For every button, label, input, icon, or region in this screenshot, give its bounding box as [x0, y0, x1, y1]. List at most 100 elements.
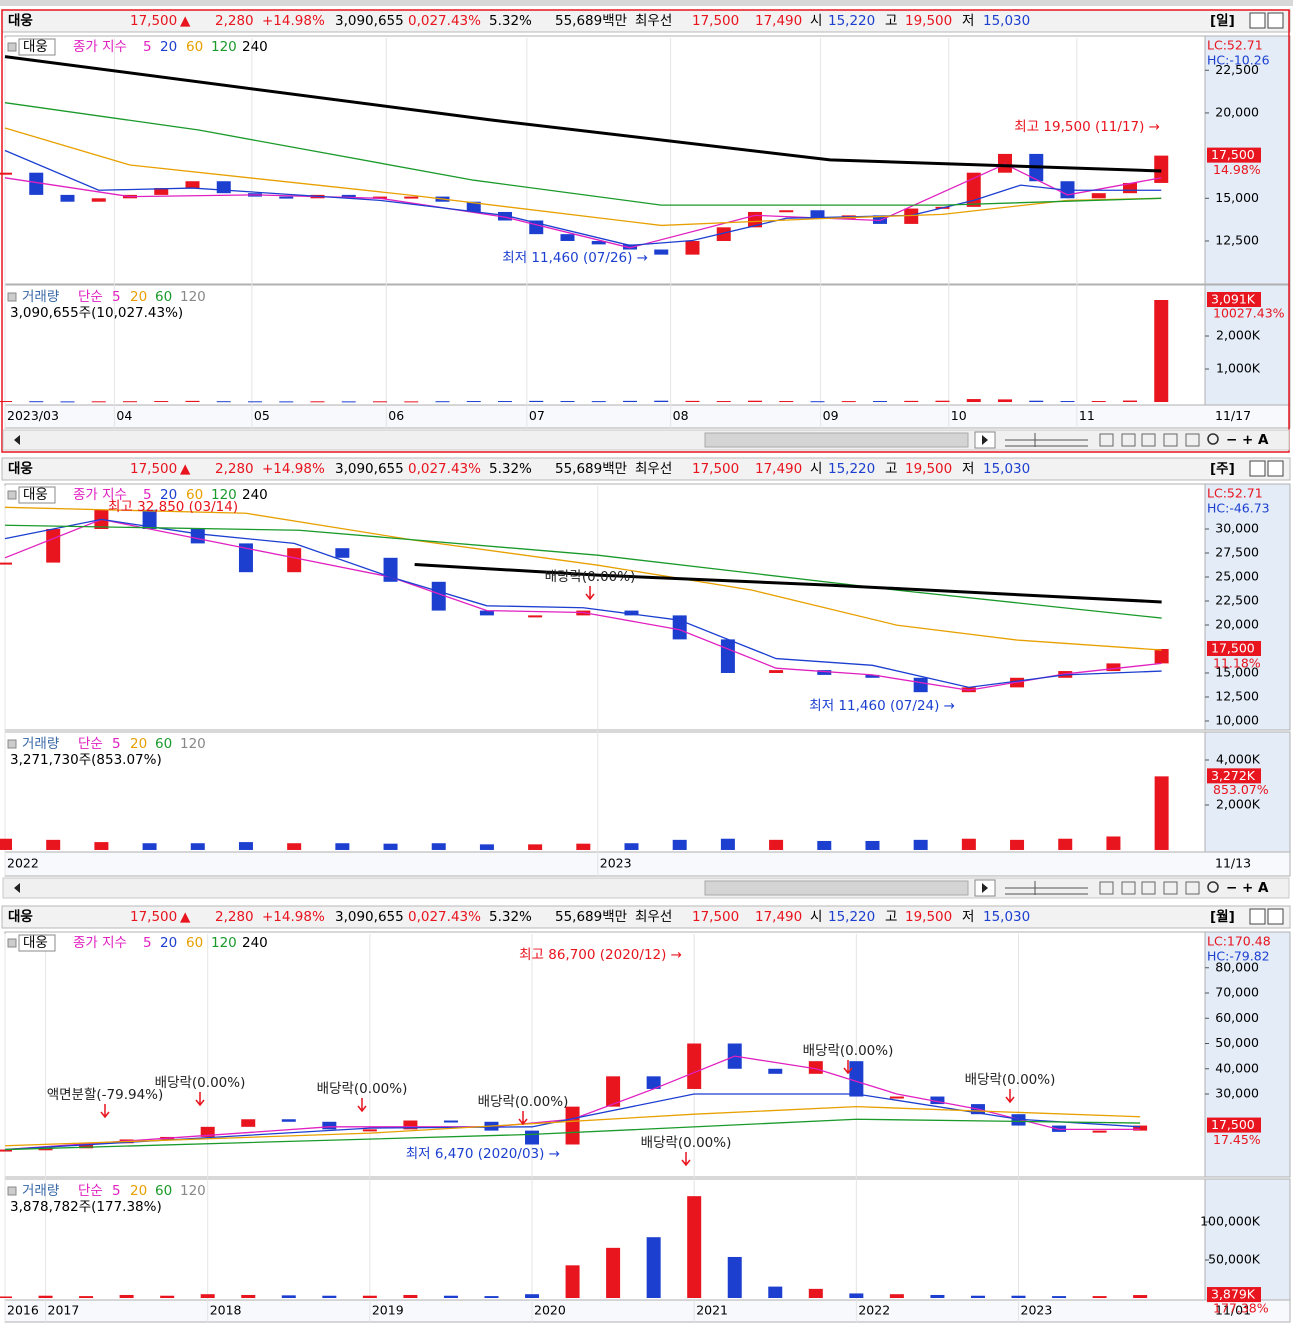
annotation: 배당락(0.00%): [641, 1135, 732, 1151]
annotation: 배당락(0.00%): [478, 1094, 569, 1110]
panel-border: [1, 9, 1290, 453]
annotation-arrow: [518, 1111, 528, 1126]
candle: [769, 670, 784, 673]
candle: [238, 543, 253, 573]
x-tick-label: 04: [116, 408, 132, 423]
legend-item: 60: [186, 487, 203, 503]
legend-name: 대웅: [23, 935, 48, 951]
y-tick-label: 22,500: [1215, 62, 1259, 77]
volume-legend-item: 120: [180, 289, 206, 305]
candle: [716, 227, 731, 241]
legend-item: 60: [186, 935, 203, 951]
volume-bar: [279, 401, 294, 403]
candle: [687, 1043, 702, 1089]
candle: [720, 639, 735, 673]
x-tick-label: 2023/03: [7, 408, 59, 423]
volume-bar: [970, 1295, 985, 1299]
volume-legend-item: 단순: [78, 736, 103, 752]
volume-bar: [373, 401, 387, 403]
y-tick-label: 2,000K: [1216, 796, 1261, 811]
range-slider[interactable]: [1005, 881, 1088, 895]
panel-header: [1, 457, 1291, 481]
close-button[interactable]: [1267, 460, 1284, 477]
tool-icon[interactable]: [1163, 433, 1178, 447]
zoom-icon[interactable]: [1207, 881, 1219, 893]
legend-item: 20: [160, 935, 177, 951]
candle: [241, 1119, 256, 1127]
minimize-button[interactable]: [1249, 908, 1266, 925]
header-name: 대웅: [8, 13, 33, 29]
candle: [591, 240, 606, 245]
volume-bar: [769, 839, 784, 850]
candle: [79, 1143, 94, 1149]
candle: [322, 1121, 337, 1130]
last-volume: 3,091K: [1211, 292, 1256, 307]
annotation: 최고 86,700 (2020/12) →: [519, 947, 682, 963]
tool-icon[interactable]: [1185, 433, 1200, 447]
scroll-left[interactable]: [14, 435, 20, 445]
candle: [443, 1120, 458, 1123]
minimize-button[interactable]: [1249, 12, 1266, 29]
header-low_label: 저: [962, 461, 974, 477]
volume-bar: [431, 843, 446, 850]
ma-line: [4, 1055, 1141, 1151]
tool-icon[interactable]: [1121, 881, 1136, 895]
close-button[interactable]: [1267, 12, 1284, 29]
tool-icon[interactable]: [1121, 433, 1136, 447]
candle: [216, 181, 231, 194]
tool-icon[interactable]: [1099, 433, 1114, 447]
volume-bar: [0, 401, 12, 403]
volume-bar: [716, 401, 731, 403]
volume-bar: [1011, 1295, 1026, 1299]
volume-legend-item: 20: [130, 736, 147, 752]
last-price-box: [1207, 147, 1261, 163]
scroll-left[interactable]: [14, 883, 20, 893]
header-ask: 17,500: [692, 461, 739, 477]
y-tick-label: 4,000K: [1216, 751, 1261, 766]
range-slider[interactable]: [1005, 433, 1088, 447]
volume-bar: [91, 401, 106, 403]
legend-item: 240: [242, 487, 268, 503]
volume-bar: [0, 838, 12, 850]
tool-icon[interactable]: [1099, 881, 1114, 895]
candle: [654, 249, 669, 255]
end-date: 11/13: [1215, 856, 1251, 871]
volume-bar: [435, 401, 450, 403]
volume-bar: [1092, 1296, 1107, 1299]
volume-legend-item: 5: [112, 1183, 121, 1199]
candle: [808, 1061, 823, 1074]
scroll-thumb[interactable]: [704, 880, 969, 896]
volume-bar: [1052, 1296, 1067, 1299]
candle: [624, 610, 639, 616]
header-name: 대웅: [8, 461, 33, 477]
minimize-button[interactable]: [1249, 460, 1266, 477]
legend-kind: 종가 지수: [73, 39, 127, 55]
tool-icon[interactable]: [1163, 881, 1178, 895]
header-arrow: ▲: [180, 461, 191, 477]
ma-line: [4, 55, 1162, 173]
tool-icon[interactable]: [1185, 881, 1200, 895]
scroll-thumb[interactable]: [704, 432, 969, 448]
candle: [91, 198, 106, 202]
volume-bar: [1010, 839, 1025, 850]
y-tick-label: 25,000: [1215, 568, 1259, 583]
annotation: 최저 11,460 (07/24) →: [809, 698, 955, 714]
candle: [335, 548, 350, 558]
volume-bar: [810, 401, 825, 403]
volume-bar: [560, 401, 575, 403]
y-tick-label: 40,000: [1215, 1060, 1259, 1075]
legend-box: [18, 486, 56, 504]
close-button[interactable]: [1267, 908, 1284, 925]
zoom-icon[interactable]: [1207, 433, 1219, 445]
volume-bar: [529, 400, 544, 403]
header-volume_rate: 0,027.43%: [408, 909, 481, 925]
tool-icon[interactable]: [1141, 433, 1156, 447]
header-volume_rate: 0,027.43%: [408, 13, 481, 29]
candle: [190, 529, 205, 544]
volume-bar: [727, 1256, 742, 1299]
volume-bar: [687, 1196, 702, 1299]
header-turnover: 5.32%: [489, 13, 532, 29]
lc: LC:52.71: [1207, 38, 1263, 53]
last-volume-rate: 10027.43%: [1213, 306, 1285, 321]
tool-icon[interactable]: [1141, 881, 1156, 895]
